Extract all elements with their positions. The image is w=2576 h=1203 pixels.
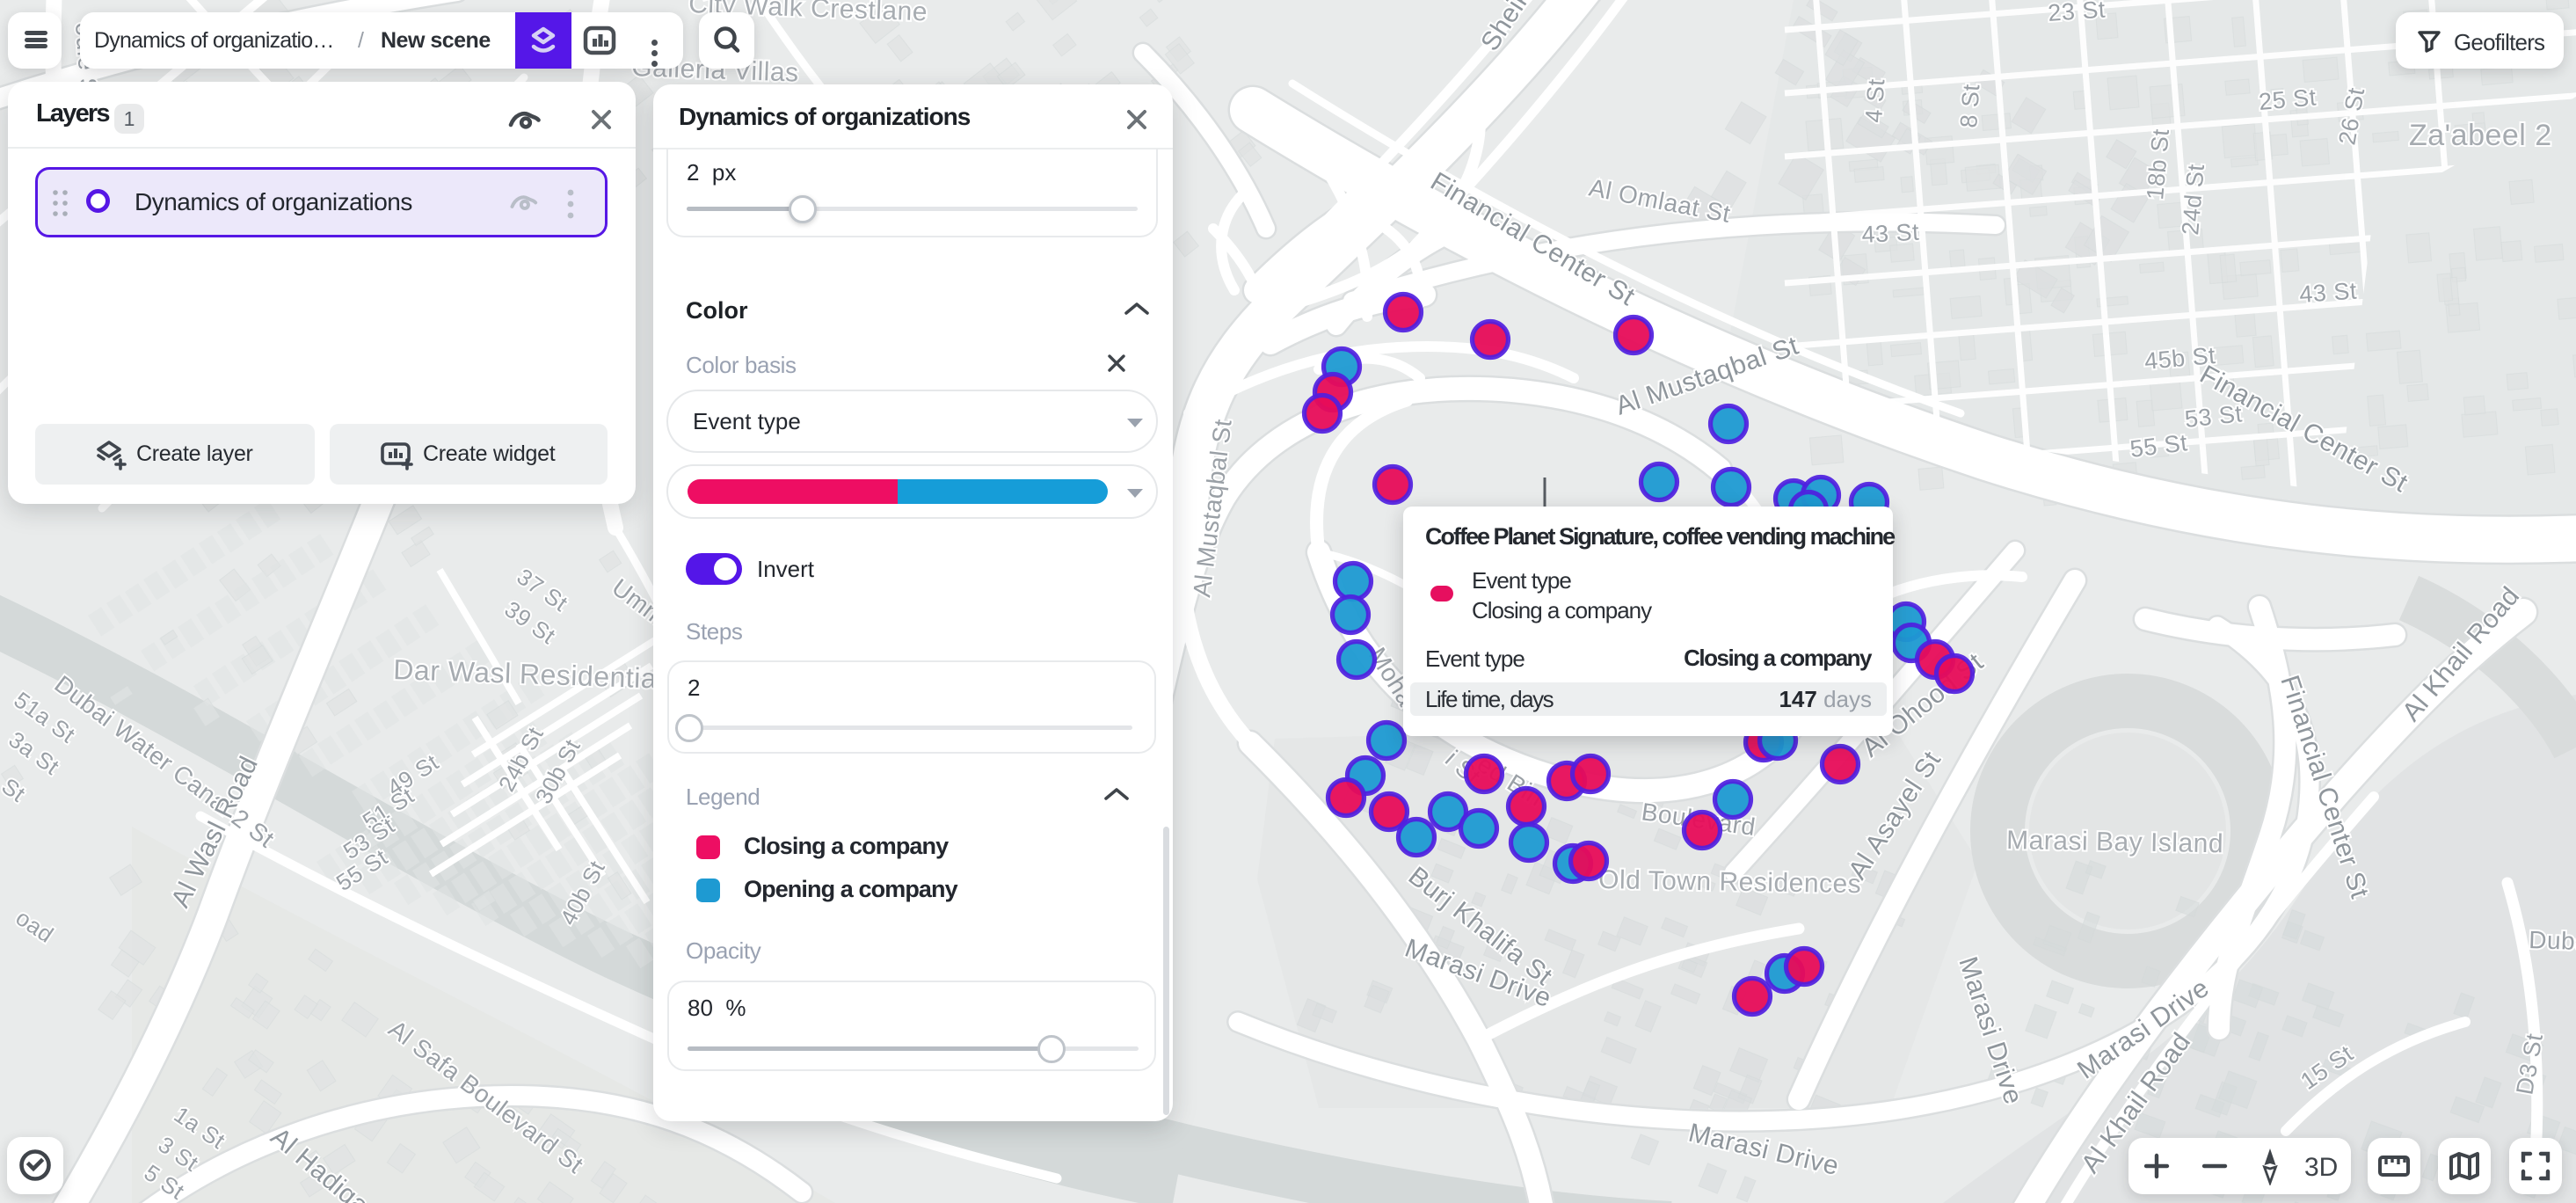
svg-text:Marasi Bay Island: Marasi Bay Island: [2006, 826, 2223, 858]
svg-text:Dubai: Dubai: [2529, 926, 2576, 956]
svg-text:43 St: 43 St: [2298, 277, 2357, 307]
svg-text:23 St: 23 St: [2047, 0, 2106, 26]
svg-text:4 St: 4 St: [1860, 77, 1889, 123]
svg-text:8 St: 8 St: [1955, 83, 1984, 128]
svg-text:25 St: 25 St: [2258, 84, 2318, 115]
svg-text:43 St: 43 St: [1861, 219, 1920, 248]
svg-text:Za'abeel 2: Za'abeel 2: [2409, 119, 2552, 152]
svg-text:Old Town Residences: Old Town Residences: [1598, 865, 1862, 899]
